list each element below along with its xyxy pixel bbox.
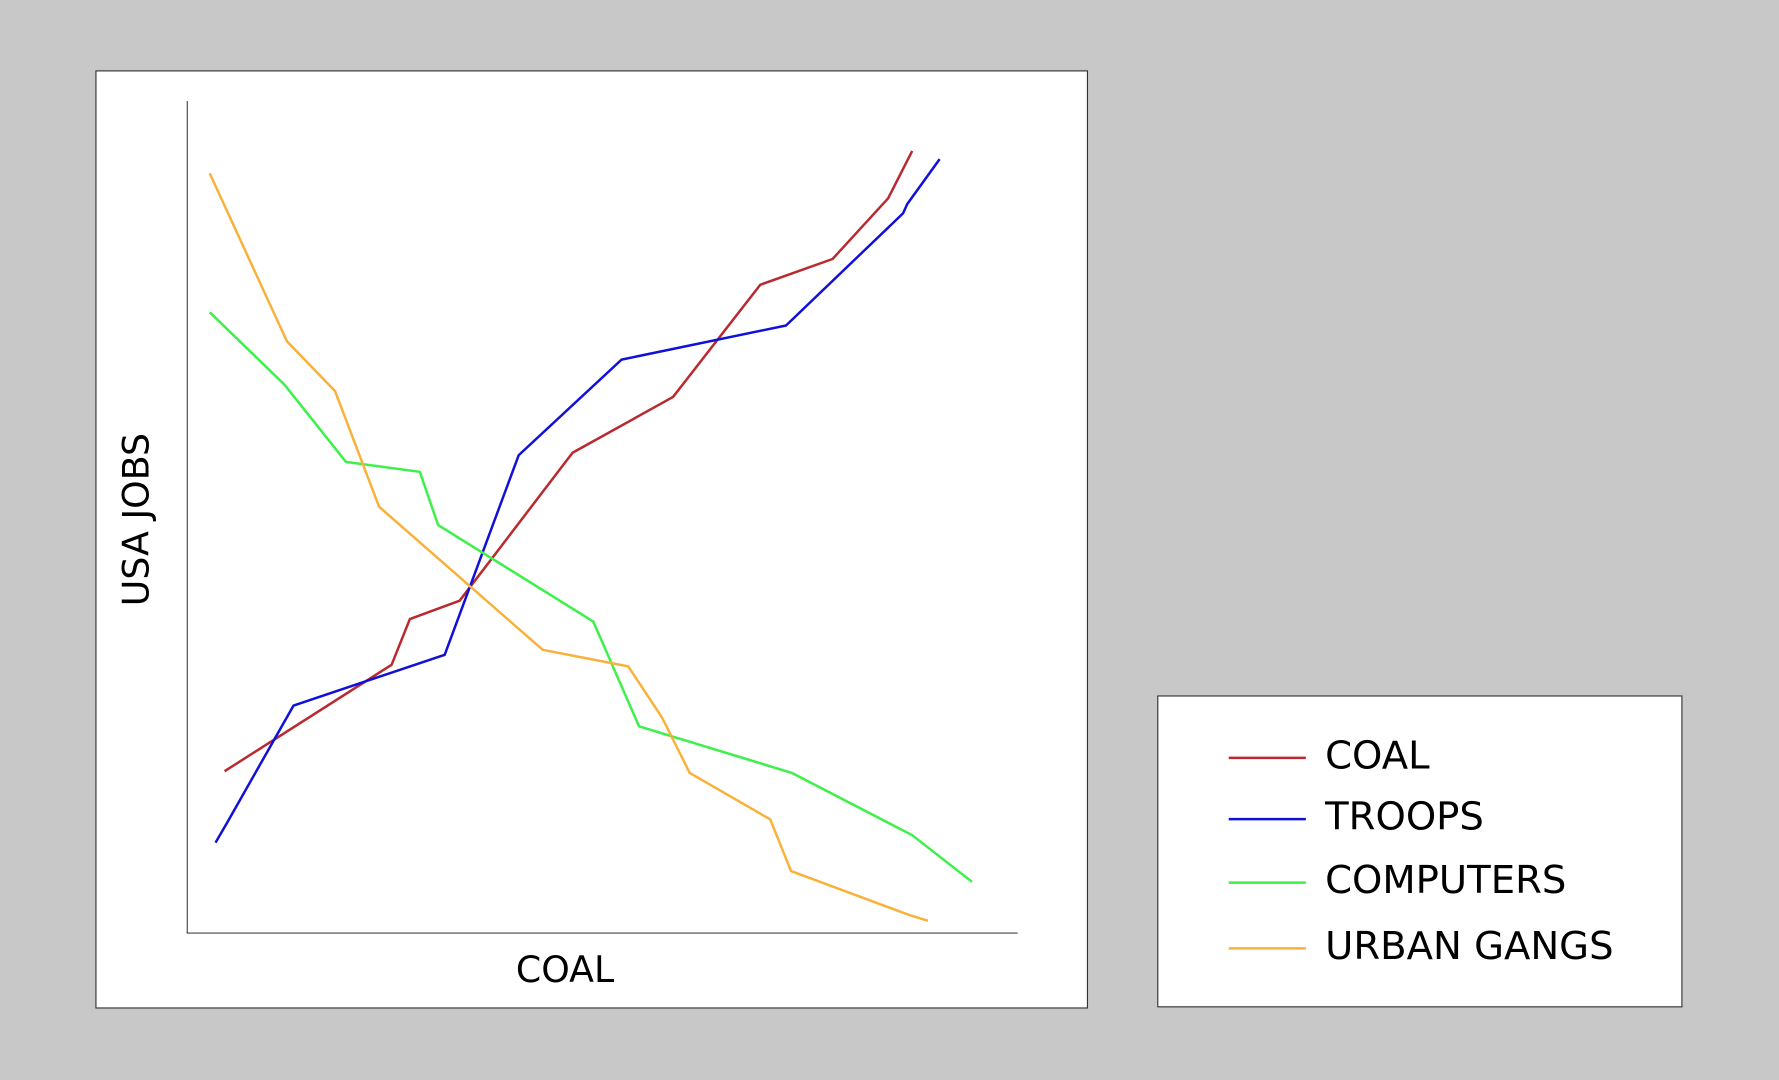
x-axis-label: COAL (516, 948, 615, 991)
legend-label: COMPUTERS (1325, 858, 1566, 903)
series-line (223, 150, 914, 773)
legend-label: URBAN GANGS (1325, 924, 1613, 969)
legend-label: COAL (1325, 733, 1430, 778)
y-axis-label: USA JOBS (114, 433, 157, 606)
plot-panel (95, 70, 1089, 1009)
legend-label: TROOPS (1324, 795, 1484, 840)
series-line (208, 172, 929, 923)
legend-box (1157, 695, 1683, 1008)
series-line (208, 311, 973, 883)
series-line (214, 158, 941, 844)
